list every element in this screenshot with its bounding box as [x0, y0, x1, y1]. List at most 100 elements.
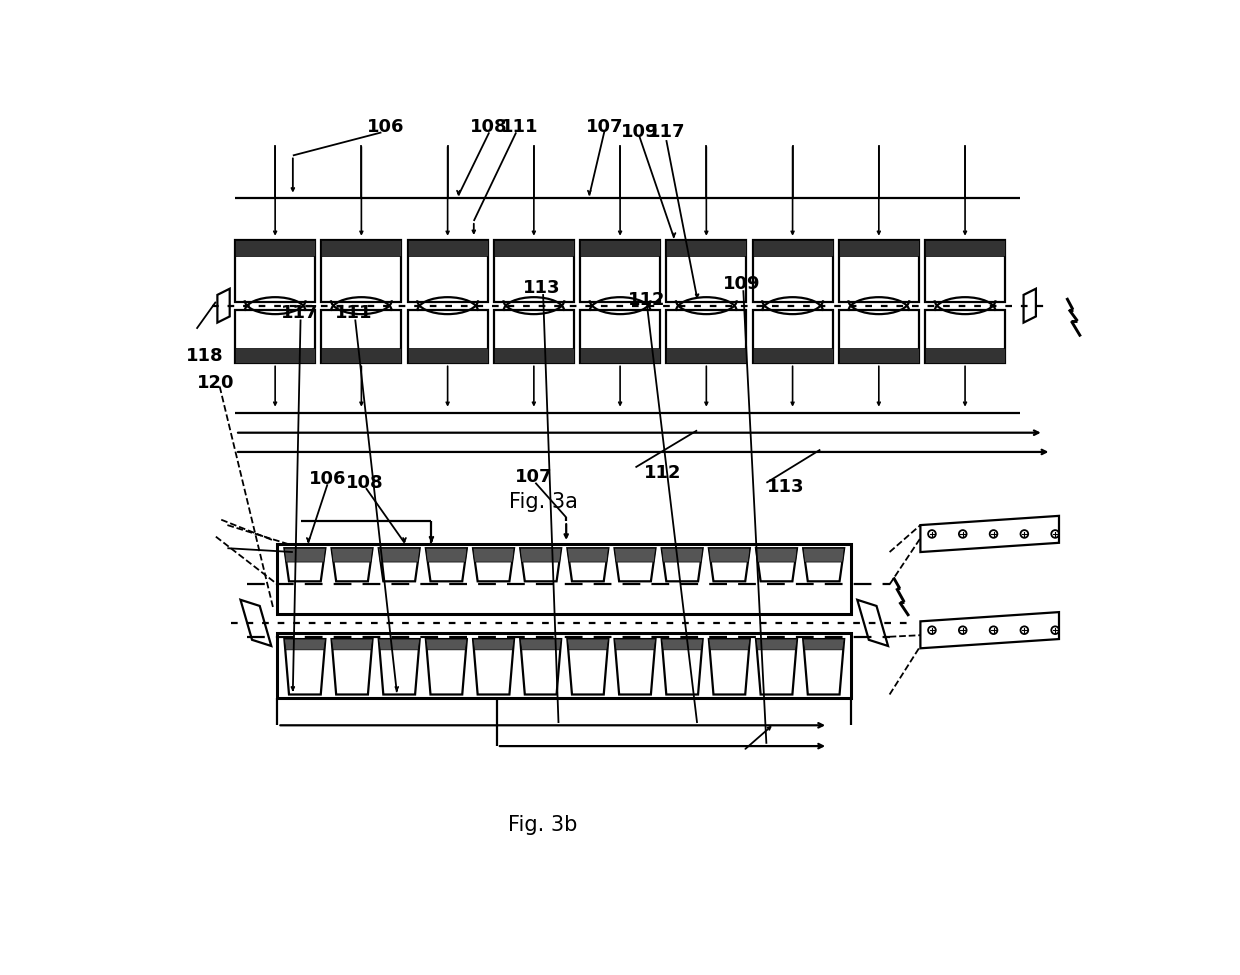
Polygon shape: [521, 548, 562, 581]
Polygon shape: [521, 639, 562, 694]
Polygon shape: [804, 639, 844, 650]
Text: 109: 109: [620, 124, 658, 141]
Polygon shape: [615, 639, 656, 650]
Polygon shape: [284, 548, 325, 581]
Bar: [838, 240, 919, 302]
Bar: [408, 309, 487, 364]
Polygon shape: [331, 639, 372, 694]
Polygon shape: [331, 548, 372, 581]
Polygon shape: [378, 548, 419, 562]
Polygon shape: [568, 639, 609, 694]
Text: 107: 107: [515, 468, 553, 486]
Polygon shape: [804, 548, 844, 562]
Polygon shape: [284, 548, 325, 562]
Polygon shape: [568, 548, 609, 562]
Polygon shape: [217, 289, 229, 323]
Polygon shape: [756, 548, 797, 562]
Bar: [925, 309, 1006, 364]
Polygon shape: [662, 548, 703, 562]
Polygon shape: [241, 600, 272, 646]
Text: 113: 113: [766, 478, 805, 495]
Polygon shape: [378, 548, 419, 581]
Polygon shape: [662, 639, 703, 650]
Bar: [838, 348, 919, 364]
Bar: [753, 240, 832, 255]
Bar: [494, 309, 574, 364]
Bar: [666, 309, 746, 364]
Text: 109: 109: [723, 275, 760, 293]
Text: 118: 118: [186, 347, 223, 365]
Polygon shape: [425, 639, 467, 694]
Bar: [236, 348, 315, 364]
Bar: [666, 240, 746, 302]
Polygon shape: [804, 639, 844, 694]
Bar: [236, 309, 315, 364]
Text: 117: 117: [647, 124, 684, 141]
Text: 108: 108: [470, 118, 508, 136]
Bar: [408, 240, 487, 255]
Bar: [753, 240, 832, 302]
Text: Fig. 3b: Fig. 3b: [508, 815, 578, 836]
Text: 106: 106: [309, 470, 346, 488]
Polygon shape: [472, 548, 515, 581]
Polygon shape: [284, 639, 325, 650]
Bar: [925, 240, 1006, 255]
Text: 111: 111: [335, 304, 372, 323]
Polygon shape: [521, 548, 562, 562]
Bar: [666, 240, 746, 255]
Polygon shape: [615, 548, 656, 562]
Bar: [580, 240, 660, 302]
Polygon shape: [1023, 289, 1035, 323]
Polygon shape: [920, 516, 1059, 552]
Polygon shape: [804, 548, 844, 581]
Bar: [925, 240, 1006, 302]
Bar: [753, 309, 832, 364]
Bar: [408, 348, 487, 364]
Bar: [494, 348, 574, 364]
Polygon shape: [709, 639, 750, 650]
Bar: [278, 544, 851, 613]
Text: 113: 113: [523, 279, 560, 297]
Bar: [494, 240, 574, 302]
Bar: [321, 348, 402, 364]
Bar: [580, 348, 660, 364]
Polygon shape: [662, 548, 703, 581]
Polygon shape: [857, 600, 888, 646]
Polygon shape: [425, 548, 467, 562]
Bar: [494, 240, 574, 255]
Bar: [666, 348, 746, 364]
Polygon shape: [756, 639, 797, 650]
Polygon shape: [756, 639, 797, 694]
Polygon shape: [472, 639, 515, 650]
Polygon shape: [615, 639, 656, 694]
Bar: [838, 240, 919, 255]
Polygon shape: [615, 548, 656, 581]
Bar: [236, 240, 315, 255]
Bar: [753, 348, 832, 364]
Polygon shape: [662, 639, 703, 694]
Bar: [278, 633, 851, 698]
Polygon shape: [709, 548, 750, 562]
Text: Fig. 3a: Fig. 3a: [508, 492, 578, 512]
Text: 112: 112: [644, 464, 681, 482]
Polygon shape: [378, 639, 419, 650]
Polygon shape: [425, 548, 467, 581]
Polygon shape: [284, 639, 325, 694]
Polygon shape: [568, 548, 609, 581]
Text: 117: 117: [281, 304, 319, 323]
Bar: [580, 309, 660, 364]
Text: 106: 106: [367, 118, 404, 136]
Bar: [580, 240, 660, 255]
Text: 120: 120: [197, 373, 234, 392]
Polygon shape: [709, 548, 750, 581]
Text: 107: 107: [587, 118, 624, 136]
Polygon shape: [709, 639, 750, 694]
Polygon shape: [378, 639, 419, 694]
Bar: [925, 348, 1006, 364]
Polygon shape: [331, 639, 372, 650]
Text: 111: 111: [501, 118, 538, 136]
Polygon shape: [756, 548, 797, 581]
Polygon shape: [568, 639, 609, 650]
Polygon shape: [472, 639, 515, 694]
Text: 108: 108: [346, 474, 383, 491]
